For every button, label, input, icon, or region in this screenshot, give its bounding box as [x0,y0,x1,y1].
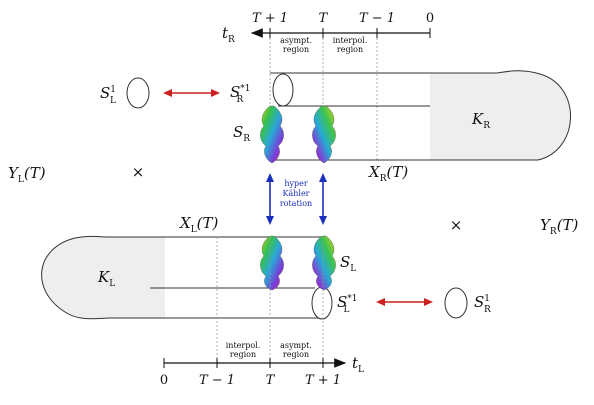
bottom-axis-label: tL [352,354,364,375]
s1-right-circle [444,287,468,319]
blue-arrow-right [319,173,327,225]
top-axis-label: tR [222,24,235,45]
bottom-flower-shape [312,235,336,291]
times-right: × [450,216,463,234]
bottom-red-arrow [376,298,433,306]
y-right-label: YR(T) [540,216,579,237]
top-asympt-region-label: asympt. region [280,36,312,54]
x-left-label: XL(T) [179,214,219,235]
blue-arrow-left [266,173,274,225]
bottom-interpol-region-label: interpol. region [226,341,261,359]
times-left: × [132,163,145,181]
bottom-guides [216,237,324,363]
top-tick-label: 0 [426,11,434,26]
k-right-label: KR [471,110,490,131]
top-interpol-region-label: interpol. region [333,36,368,54]
bottom-tick-label: T + 1 [305,373,341,388]
bottom-tick-label: T [266,373,276,388]
hyper-kahler-rotation-label: hyper Kähler rotation [280,179,312,208]
s-left-label: SL [340,253,356,274]
bottom-asympt-region-label: asympt. region [280,341,312,359]
bottom-tick-label: T − 1 [199,373,235,388]
bottom-axis: 0 T − 1 T T + 1 tL interpol. region asymp… [160,341,364,388]
s1-left-circle [126,77,150,109]
x-right-label: XR(T) [368,163,408,184]
s-right-label: SR [233,123,250,144]
top-red-arrow [163,89,220,97]
s-star-left-label: S*1 L [337,293,358,315]
top-tick-label: T [319,11,329,26]
s1-left-label: S1 L [100,84,116,106]
top-flower-shape [312,105,336,164]
top-tick-label: T − 1 [359,11,395,26]
top-tick-label: T + 1 [252,11,288,26]
top-axis: T + 1 T T − 1 0 tR asympt. region interpo… [222,11,434,54]
s1-right-label: S1 R [474,293,491,315]
top-flower-shape [260,105,284,164]
right-manifold [270,70,571,161]
bottom-flower-shape [260,235,284,291]
y-left-label: YL(T) [8,164,46,185]
left-manifold [41,235,333,320]
s-star-right-label: S*1 R [230,83,251,105]
k-left-label: KL [97,268,115,289]
bottom-tick-label: 0 [160,373,168,388]
